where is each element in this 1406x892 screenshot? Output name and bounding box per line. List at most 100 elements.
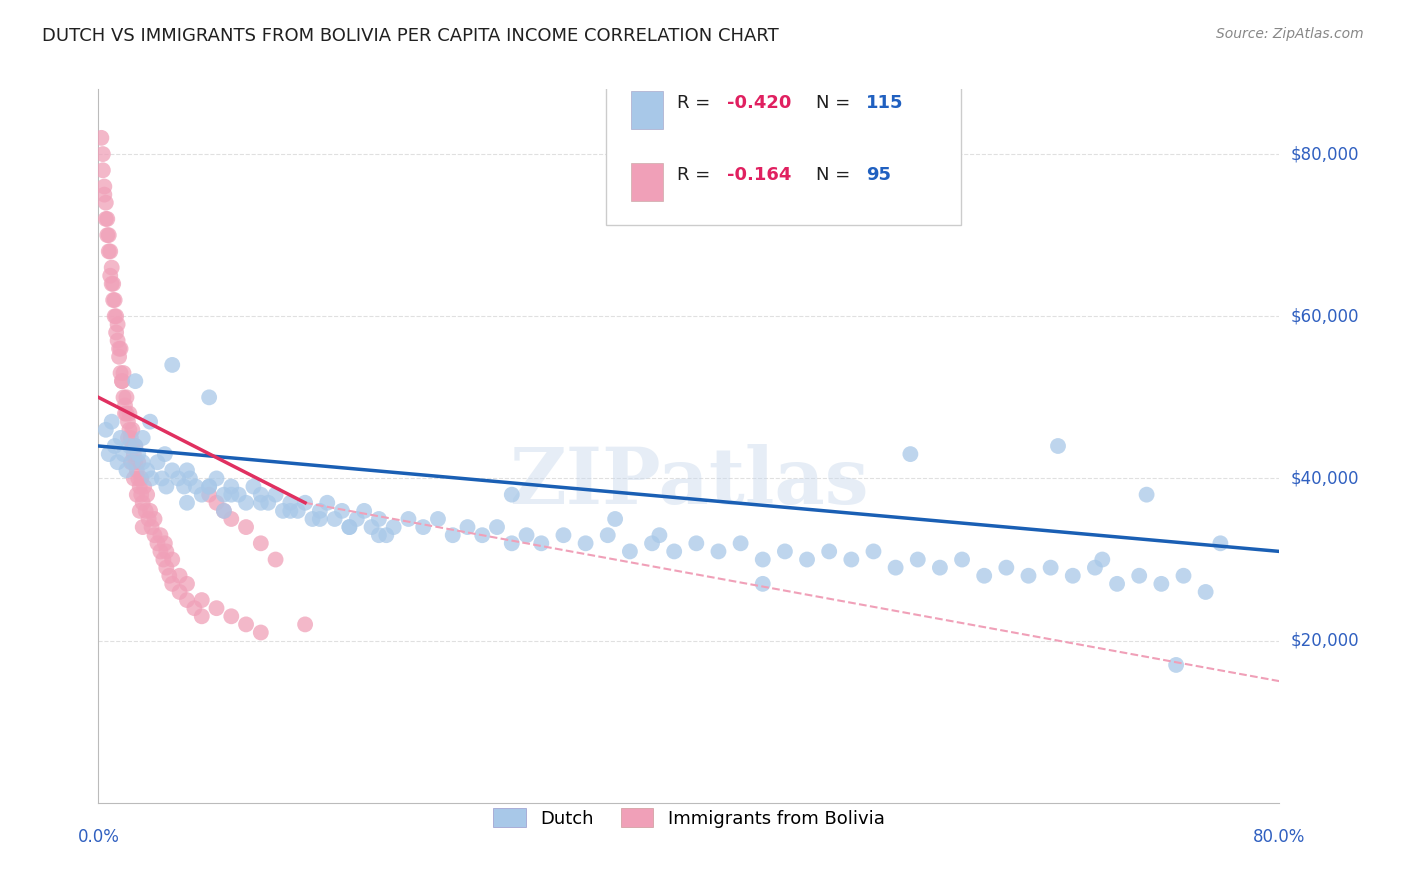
Point <box>412 520 434 534</box>
Point <box>120 431 142 445</box>
Text: R =: R = <box>678 95 716 112</box>
Point <box>125 463 148 477</box>
FancyBboxPatch shape <box>631 91 664 129</box>
Point <box>128 479 150 493</box>
Point <box>143 512 166 526</box>
Point <box>235 496 257 510</box>
Point <box>530 536 553 550</box>
Point <box>198 479 221 493</box>
Point <box>104 293 127 307</box>
Point <box>118 423 141 437</box>
Point <box>111 374 134 388</box>
Point <box>162 463 183 477</box>
Text: -0.164: -0.164 <box>727 166 792 184</box>
FancyBboxPatch shape <box>631 162 664 201</box>
Point <box>773 544 796 558</box>
Point <box>250 536 273 550</box>
Point <box>114 407 136 421</box>
Point <box>139 415 162 429</box>
Point <box>228 488 250 502</box>
Point <box>167 471 190 485</box>
Point <box>91 163 114 178</box>
Point <box>153 536 176 550</box>
Point <box>294 496 316 510</box>
Point <box>124 374 146 388</box>
Point <box>136 488 159 502</box>
Point <box>138 512 160 526</box>
Point <box>132 496 155 510</box>
Point <box>900 447 922 461</box>
Point <box>685 536 707 550</box>
Point <box>441 528 464 542</box>
Point <box>114 399 136 413</box>
Point <box>707 544 730 558</box>
Point <box>129 471 152 485</box>
Point <box>1062 568 1084 582</box>
Point <box>1084 560 1107 574</box>
Point <box>1136 488 1159 502</box>
Point <box>235 617 257 632</box>
Point <box>100 415 122 429</box>
Point <box>973 568 995 582</box>
Point <box>221 479 243 493</box>
Point <box>501 536 523 550</box>
Point <box>97 228 120 243</box>
Point <box>124 439 146 453</box>
Point <box>730 536 752 550</box>
Point <box>176 593 198 607</box>
Point <box>664 544 686 558</box>
Point <box>205 471 228 485</box>
Point <box>212 504 235 518</box>
Text: 0.0%: 0.0% <box>77 828 120 846</box>
Point <box>162 358 183 372</box>
Point <box>117 415 139 429</box>
Point <box>115 390 138 404</box>
Point <box>139 504 162 518</box>
Point <box>1046 439 1070 453</box>
Point <box>641 536 664 550</box>
Point <box>1195 585 1218 599</box>
Point <box>149 528 172 542</box>
Point <box>132 431 155 445</box>
Point <box>169 568 191 582</box>
Point <box>105 310 128 324</box>
Point <box>162 577 183 591</box>
Point <box>280 496 302 510</box>
Point <box>124 455 146 469</box>
Point <box>93 179 115 194</box>
FancyBboxPatch shape <box>606 82 960 225</box>
Point <box>110 431 132 445</box>
Point <box>1166 657 1188 672</box>
Point <box>121 455 143 469</box>
Point <box>108 350 131 364</box>
Point <box>173 479 195 493</box>
Point <box>117 431 139 445</box>
Point <box>346 512 368 526</box>
Point <box>128 504 150 518</box>
Point <box>605 512 627 526</box>
Point <box>264 552 287 566</box>
Point <box>125 488 148 502</box>
Point <box>176 496 198 510</box>
Point <box>179 471 201 485</box>
Point <box>862 544 884 558</box>
Point <box>486 520 509 534</box>
Point <box>235 520 257 534</box>
Point <box>155 560 177 574</box>
Point <box>104 439 127 453</box>
Point <box>316 496 339 510</box>
Point <box>1091 552 1114 566</box>
Point <box>184 479 207 493</box>
Point <box>191 593 214 607</box>
Point <box>129 488 152 502</box>
Point <box>103 277 125 291</box>
Point <box>183 601 205 615</box>
Point <box>457 520 479 534</box>
Point <box>127 471 149 485</box>
Point <box>94 195 117 210</box>
Point <box>103 293 125 307</box>
Point <box>375 528 398 542</box>
Point <box>112 447 135 461</box>
Point <box>250 488 273 502</box>
Point <box>122 447 145 461</box>
